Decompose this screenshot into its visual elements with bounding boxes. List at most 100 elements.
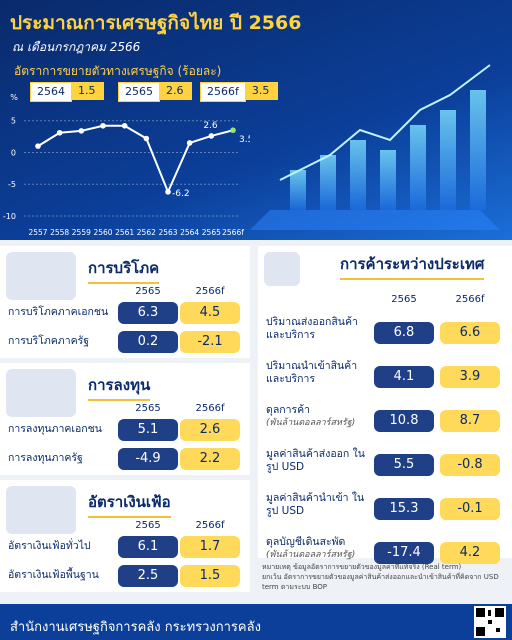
icon-box: [264, 252, 300, 286]
year-header: 2565: [135, 520, 161, 531]
value-box: 3.9: [440, 366, 500, 388]
x-tick-label: 2564: [180, 228, 199, 237]
row-note: (พันล้านดอลลาร์สหรัฐ): [266, 550, 356, 560]
row-label: ดุลบัญชีเดินสะพัด (พันล้านดอลลาร์สหรัฐ): [266, 536, 372, 562]
x-tick-label: 2558: [50, 228, 69, 237]
decor-bars: [250, 64, 500, 230]
x-tick-label: 2562: [137, 228, 156, 237]
value-box: 15.3: [374, 498, 434, 520]
value-box: 2.5: [118, 565, 178, 587]
value-box: 1.7: [180, 536, 240, 558]
footer-panel: [0, 604, 512, 640]
value-label: -6.2: [172, 189, 190, 199]
highlight-year: 2566f: [200, 82, 246, 102]
year-header: 2566f: [195, 403, 225, 414]
year-header: 2565: [391, 294, 417, 305]
value-box: -2.1: [180, 331, 240, 353]
row-label: การบริโภคภาคเอกชน: [8, 306, 109, 318]
row-label: อัตราเงินเฟ้อพื้นฐาน: [8, 569, 99, 581]
highlight: 2564 1.5: [30, 82, 104, 102]
x-tick-label: 2563: [158, 228, 177, 237]
value-box: 6.8: [374, 322, 434, 344]
x-tick-label: 2559: [72, 228, 91, 237]
highlight-year: 2565: [118, 82, 160, 102]
x-tick-label: 2566f: [222, 228, 244, 237]
value-box: 6.1: [118, 536, 178, 558]
row-label: ดุลการค้า (พันล้านดอลลาร์สหรัฐ): [266, 404, 372, 430]
y-tick-label: 0: [11, 148, 16, 157]
row-label: ปริมาณนำเข้าสินค้า และบริการ: [266, 360, 358, 385]
y-tick-label: -5: [8, 180, 16, 189]
highlight-value: 3.5: [245, 82, 278, 100]
value-box: -0.8: [440, 454, 500, 476]
row-label: อัตราเงินเฟ้อทั่วไป: [8, 540, 91, 552]
section-title: อัตราเงินเฟ้อ: [88, 490, 171, 518]
row-label: มูลค่าสินค้านำเข้า ในรูป USD: [266, 492, 365, 517]
highlight: 2566f 3.5: [200, 82, 278, 102]
y-tick-label: 5: [11, 117, 16, 126]
row-label: การลงทุนภาครัฐ: [8, 452, 83, 464]
highlight-year: 2564: [30, 82, 72, 102]
point: [121, 122, 128, 129]
row-label: การลงทุนภาคเอกชน: [8, 423, 102, 435]
point: [165, 189, 171, 195]
icon-box: [6, 369, 76, 417]
point: [78, 128, 85, 134]
section-title: การบริโภค: [88, 256, 160, 284]
growth-chart: % 5 0 -5 -10 2557 2558 2559 2560 2561 2562 2563 2564…: [3, 93, 250, 237]
point: [143, 135, 150, 142]
value-box: 6.6: [440, 322, 500, 344]
highlight-value: 2.6: [160, 82, 192, 100]
year-header: 2566f: [195, 286, 225, 297]
point: [35, 143, 41, 149]
row-label: มูลค่าสินค้าส่งออก ในรูป USD: [266, 448, 365, 473]
chart-title: อัตราการขยายตัวทางเศรษฐกิจ (ร้อยละ): [14, 64, 222, 78]
value-box: 0.2: [118, 331, 178, 353]
value-box: -17.4: [374, 542, 434, 564]
x-tick-label: 2565: [202, 228, 221, 237]
value-box: 2.6: [180, 419, 240, 441]
value-box: 4.1: [374, 366, 434, 388]
row-note: (พันล้านดอลลาร์สหรัฐ): [266, 418, 356, 428]
point: [56, 129, 63, 136]
point: [208, 133, 215, 139]
value-label: 3.5: [239, 135, 250, 145]
value-box: 10.8: [374, 410, 434, 432]
value-box: -0.1: [440, 498, 500, 520]
value-box: 5.1: [118, 419, 178, 441]
value-box: 8.7: [440, 410, 500, 432]
x-tick-label: 2560: [93, 228, 112, 237]
value-box: 1.5: [180, 565, 240, 587]
row-label: ปริมาณส่งออกสินค้า และบริการ: [266, 316, 358, 341]
point: [186, 140, 193, 146]
year-header: 2566f: [455, 294, 485, 305]
notes: หมายเหตุ ข้อมูลอัตราการขยายตัวของมูลค่าท…: [262, 562, 506, 592]
section-title: การลงทุน: [88, 373, 151, 401]
subtitle: ณ เดือนกรกฎาคม 2566: [12, 40, 141, 54]
unit-label: %: [10, 93, 18, 102]
section-title: การค้าระหว่างประเทศ: [340, 252, 485, 280]
icon-box: [6, 252, 76, 300]
point: [100, 122, 106, 129]
note: หมายเหตุ ข้อมูลอัตราการขยายตัวของมูลค่าท…: [262, 563, 462, 571]
icon-box: [6, 486, 76, 534]
note: ยกเว้น อัตราการขยายตัวของมูลค่าสินค้าส่ง…: [262, 573, 499, 591]
value-label: 2.6: [203, 121, 218, 131]
highlight: 2565 2.6: [118, 82, 192, 102]
value-box: 4.2: [440, 542, 500, 564]
value-box: 6.3: [118, 302, 178, 324]
year-header: 2565: [135, 286, 161, 297]
header-panel: [0, 0, 512, 240]
value-box: 5.5: [374, 454, 434, 476]
title: ประมาณการเศรษฐกิจไทย ปี 2566: [10, 12, 302, 34]
footer-text: สำนักงานเศรษฐกิจการคลัง กระทรวงการคลัง: [10, 620, 261, 635]
x-tick-label: 2561: [115, 228, 134, 237]
year-header: 2565: [135, 403, 161, 414]
qr-code: [474, 606, 506, 638]
growth-line: [37, 124, 234, 195]
row-label: การบริโภคภาครัฐ: [8, 335, 90, 347]
value-box: 2.2: [180, 448, 240, 470]
value-box: 4.5: [180, 302, 240, 324]
value-box: -4.9: [118, 448, 178, 470]
